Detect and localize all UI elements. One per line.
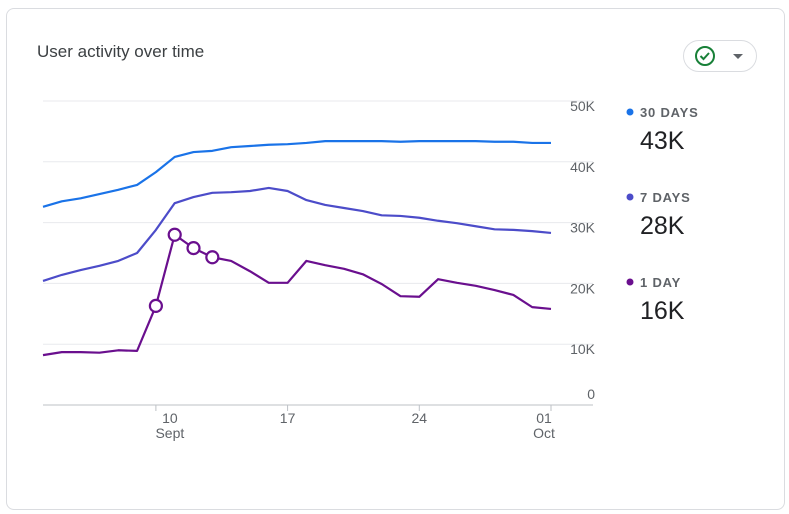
y-tick-label: 0 xyxy=(587,386,595,402)
point-marker xyxy=(148,298,163,313)
y-tick-label: 10K xyxy=(570,341,596,357)
x-tick-label: 10 Sept xyxy=(155,410,185,441)
y-tick-label: 30K xyxy=(570,220,596,236)
legend-value: 43K xyxy=(640,127,685,155)
x-tick-label: 17 xyxy=(279,410,296,426)
point-marker xyxy=(186,241,201,256)
legend-name: 7 DAYS xyxy=(640,190,691,205)
legend-value: 16K xyxy=(640,297,685,325)
legend-dot xyxy=(626,108,634,116)
series-line xyxy=(42,186,552,283)
legend-name: 1 DAY xyxy=(640,275,681,290)
y-tick-label: 40K xyxy=(570,159,596,175)
point-marker xyxy=(205,250,220,265)
legend-value: 28K xyxy=(640,212,685,240)
y-tick-label: 50K xyxy=(570,98,596,114)
point-marker xyxy=(167,227,182,242)
legend-name: 30 DAYS xyxy=(640,105,699,120)
y-tick-label: 20K xyxy=(570,280,596,296)
dropdown-icons xyxy=(695,46,743,66)
status-dropdown[interactable] xyxy=(683,40,757,72)
legend-dot xyxy=(626,278,634,286)
series-line xyxy=(42,233,552,357)
x-tick-label: 01 Oct xyxy=(533,410,555,441)
legend-dot xyxy=(626,193,634,201)
card-title: User activity over time xyxy=(37,42,205,61)
x-tick-label: 24 xyxy=(411,410,428,426)
series-line xyxy=(42,140,551,208)
card: User activity over time xyxy=(6,8,785,510)
